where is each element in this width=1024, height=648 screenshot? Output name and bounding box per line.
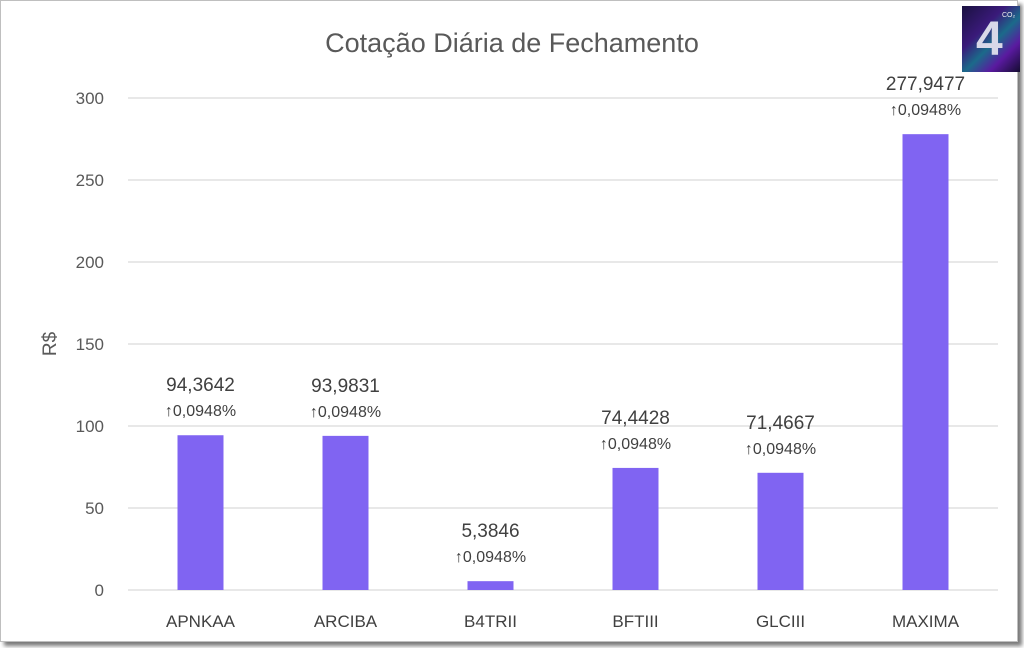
y-tick-label: 100 <box>76 417 104 436</box>
data-label-change: ↑0,0948% <box>165 403 236 420</box>
x-tick-label: GLCIII <box>756 612 805 631</box>
x-tick-label: ARCIBA <box>314 612 378 631</box>
logo-sub: CO₂ <box>1002 12 1016 19</box>
x-tick-label: MAXIMA <box>892 612 960 631</box>
data-label-change: ↑0,0948% <box>310 404 381 421</box>
y-tick-label: 150 <box>76 335 104 354</box>
data-label-change: ↑0,0948% <box>890 102 961 119</box>
bar <box>177 435 224 590</box>
data-label-change: ↑0,0948% <box>455 549 526 566</box>
data-label-value: 74,4428 <box>601 408 670 429</box>
y-tick-label: 250 <box>76 171 104 190</box>
y-tick-label: 50 <box>85 499 104 518</box>
bar <box>467 581 514 590</box>
bar <box>612 467 659 590</box>
data-label-value: 71,4667 <box>746 413 815 434</box>
y-axis-label: R$ <box>40 331 61 356</box>
logo-number: 4 <box>976 13 1003 66</box>
bar <box>322 435 369 590</box>
y-tick-label: 300 <box>76 89 104 108</box>
chart-title: Cotação Diária de Fechamento <box>325 28 699 58</box>
x-tick-label: BFTIII <box>612 612 658 631</box>
x-tick-label: B4TRII <box>464 612 517 631</box>
y-tick-label: 0 <box>95 581 104 600</box>
data-label-change: ↑0,0948% <box>600 436 671 453</box>
data-label-value: 277,9477 <box>886 74 965 95</box>
y-tick-label: 200 <box>76 253 104 272</box>
bar <box>757 472 804 590</box>
data-label-value: 93,9831 <box>311 376 380 397</box>
data-label-value: 5,3846 <box>461 521 519 542</box>
x-tick-label: APNKAA <box>166 612 236 631</box>
bar <box>902 134 949 590</box>
data-label-value: 94,3642 <box>166 375 235 396</box>
brand-logo: 4 CO₂ <box>962 6 1020 72</box>
data-label-change: ↑0,0948% <box>745 441 816 458</box>
